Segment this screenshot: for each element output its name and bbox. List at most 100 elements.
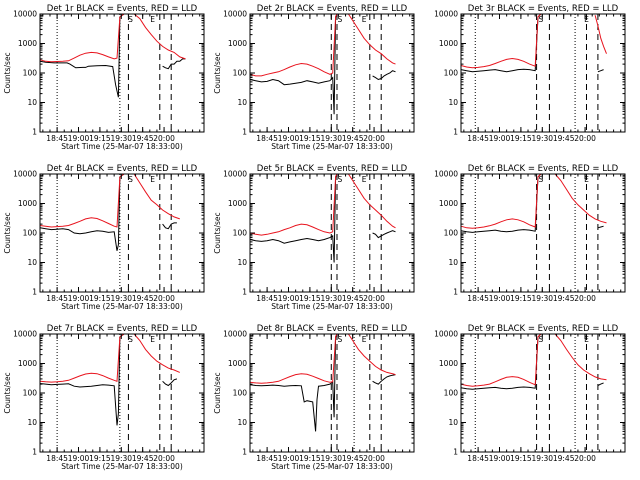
lld-series-line (39, 173, 180, 228)
lld-series-line (39, 333, 180, 383)
plot-frame (460, 173, 626, 293)
lld-series-line (39, 13, 186, 63)
x-tick-label: 18:45 (467, 454, 489, 463)
annotation-label: E (362, 335, 367, 344)
y-axis-label: Counts/sec (213, 372, 222, 413)
x-tick-label: 18:45 (46, 134, 68, 143)
detector-panel: 1 10 100 1000 10000 18:45 19:00 19:15 19:30 19:45… (213, 164, 415, 311)
x-tick-label: 19:15 (89, 454, 111, 463)
plot-frame (460, 333, 626, 453)
lld-series-line (249, 333, 396, 384)
x-tick-label: 19:00 (68, 294, 90, 303)
x-tick-label: 19:15 (299, 134, 321, 143)
y-axis-label: Counts/sec (3, 212, 12, 253)
x-axis-label: Start Time (25-Mar-07 18:33:00) (271, 462, 393, 471)
detector-panel: 1 10 100 1000 10000 18:45 19:00 19:15 19:30 19:45… (3, 164, 205, 311)
chart-title: Det 3r BLACK = Events, RED = LLD (468, 4, 619, 14)
x-tick-label: 19:15 (89, 134, 111, 143)
y-tick-label: 10000 (13, 10, 37, 19)
detector-panel: 1 10 100 1000 10000 18:45 19:00 19:15 19:30 19:45… (213, 4, 415, 151)
x-tick-label: 20:00 (363, 294, 385, 303)
events-series-line (460, 13, 604, 73)
x-axis-label: Start Time (25-Mar-07 18:33:00) (271, 302, 393, 311)
detector-panel: 1 10 100 1000 10000 18:45 19:00 19:15 19:30 19:45… (434, 164, 626, 303)
detector-panel: 1 10 100 1000 10000 18:45 19:00 19:15 19:30 19:45… (434, 4, 626, 143)
y-tick-label: 1000 (18, 199, 37, 208)
y-tick-label: 100 (444, 229, 459, 238)
x-tick-label: 19:45 (132, 454, 154, 463)
x-tick-label: 20:00 (363, 454, 385, 463)
annotation-label: E (584, 335, 589, 344)
y-tick-label: 100 (444, 69, 459, 78)
annotation-label: E (362, 15, 367, 24)
chart-title: Det 6r BLACK = Events, RED = LLD (468, 164, 619, 174)
y-tick-label: 100 (444, 389, 459, 398)
chart-title: Det 9r BLACK = Events, RED = LLD (468, 324, 619, 334)
y-tick-label: 10000 (223, 170, 247, 179)
y-tick-label: 10000 (13, 330, 37, 339)
plot-frame (39, 333, 205, 453)
detector-panel: 1 10 100 1000 10000 18:45 19:00 19:15 19:30 19:45… (3, 324, 205, 471)
events-series-line (460, 333, 604, 390)
y-axis-label: Counts/sec (3, 52, 12, 93)
y-tick-label: 100 (23, 389, 38, 398)
x-tick-label: 20:00 (574, 454, 596, 463)
x-tick-label: 19:45 (342, 134, 364, 143)
x-tick-label: 18:45 (467, 134, 489, 143)
x-tick-label: 19:45 (553, 134, 575, 143)
x-tick-label: 19:30 (320, 454, 342, 463)
x-axis-label: Start Time (25-Mar-07 18:33:00) (61, 462, 183, 471)
x-tick-label: 19:00 (278, 454, 300, 463)
x-tick-label: 19:45 (342, 454, 364, 463)
y-tick-label: 10 (448, 258, 458, 267)
y-tick-label: 100 (233, 229, 248, 238)
y-tick-label: 10000 (223, 10, 247, 19)
chart-title: Det 5r BLACK = Events, RED = LLD (257, 164, 408, 174)
chart-title: Det 2r BLACK = Events, RED = LLD (257, 4, 408, 14)
events-series-line (249, 333, 396, 432)
annotation-label: S (128, 335, 133, 344)
y-tick-label: 1 (453, 128, 458, 137)
x-tick-label: 19:30 (110, 294, 132, 303)
x-tick-label: 18:45 (46, 454, 68, 463)
annotation-label: S (538, 335, 543, 344)
x-tick-label: 19:45 (342, 294, 364, 303)
y-tick-label: 1000 (18, 39, 37, 48)
y-tick-label: 100 (23, 229, 38, 238)
x-tick-label: 19:15 (510, 294, 532, 303)
x-axis-label: Start Time (25-Mar-07 18:33:00) (61, 142, 183, 151)
x-tick-label: 19:00 (489, 454, 511, 463)
events-series-line (39, 333, 178, 426)
plot-frame (460, 13, 626, 133)
y-tick-label: 100 (23, 69, 38, 78)
x-tick-label: 18:45 (256, 294, 278, 303)
x-tick-label: 18:45 (46, 294, 68, 303)
y-tick-label: 10000 (13, 170, 37, 179)
x-tick-label: 19:30 (531, 294, 553, 303)
annotation-label: S (538, 175, 543, 184)
events-series-line (39, 13, 186, 98)
y-tick-label: 1 (453, 288, 458, 297)
lld-series-line (460, 13, 607, 69)
y-tick-label: 10 (448, 98, 458, 107)
y-tick-label: 10 (448, 418, 458, 427)
x-tick-label: 19:15 (299, 294, 321, 303)
y-axis-label: Counts/sec (213, 52, 222, 93)
x-tick-label: 19:30 (110, 454, 132, 463)
x-tick-label: 19:30 (531, 454, 553, 463)
y-tick-label: 10000 (434, 10, 458, 19)
x-axis-label: Start Time (25-Mar-07 18:33:00) (61, 302, 183, 311)
chart-title: Det 4r BLACK = Events, RED = LLD (47, 164, 198, 174)
x-axis-label: Start Time (25-Mar-07 18:33:00) (271, 142, 393, 151)
y-tick-label: 10 (27, 98, 37, 107)
y-axis-label: Counts/sec (3, 372, 12, 413)
y-tick-label: 100 (233, 69, 248, 78)
y-tick-label: 10 (27, 258, 37, 267)
y-axis-label: Counts/sec (213, 212, 222, 253)
y-tick-label: 10 (237, 258, 247, 267)
x-tick-label: 20:00 (363, 134, 385, 143)
x-tick-label: 19:00 (278, 294, 300, 303)
y-tick-label: 10000 (223, 330, 247, 339)
plot-frame (39, 173, 205, 293)
x-tick-label: 19:15 (510, 134, 532, 143)
